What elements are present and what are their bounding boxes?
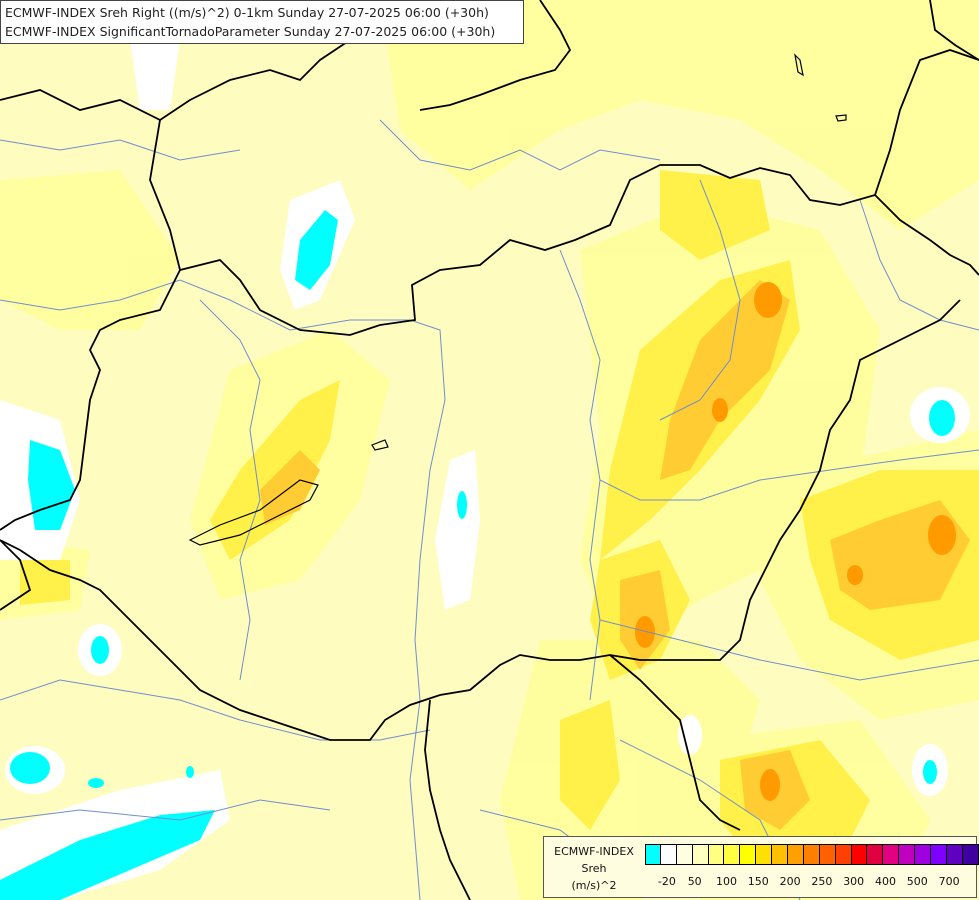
legend-swatch	[819, 844, 836, 865]
title-sreh: ECMWF-INDEX Sreh Right ((m/s)^2) 0-1km S…	[5, 5, 489, 20]
legend-tick-label: 500	[906, 875, 928, 888]
legend-swatch	[867, 844, 884, 865]
legend-tick-label: 700	[938, 875, 960, 888]
sreh-field-cyan	[0, 210, 955, 900]
legend-title-param: Sreh	[581, 862, 607, 875]
rivers	[0, 119, 979, 900]
legend-swatch	[740, 844, 757, 865]
legend-unit: (m/s)^2	[571, 879, 617, 892]
legend-tick-label: 300	[843, 875, 865, 888]
legend-swatch	[724, 844, 741, 865]
legend-swatch	[803, 844, 820, 865]
color-legend: ECMWF-INDEX Sreh (m/s)^2 -20 50 100 150 200 2…	[543, 836, 979, 898]
legend-swatch	[756, 844, 773, 865]
legend-swatch	[851, 844, 868, 865]
legend-swatch	[883, 844, 900, 865]
legend-swatch	[772, 844, 789, 865]
legend-swatch	[899, 844, 916, 865]
legend-tick-labels: -20 50 100 150 200 250 300 400 500 700	[645, 875, 975, 889]
legend-tick-label: 400	[875, 875, 896, 888]
legend-tick-label: 100	[716, 875, 737, 888]
legend-tick-label: 50	[687, 875, 702, 888]
legend-swatch	[931, 844, 947, 865]
legend-swatch	[660, 844, 677, 865]
legend-title-model: ECMWF-INDEX	[554, 845, 634, 858]
lakes	[188, 53, 847, 546]
legend-tick-label: -20	[657, 875, 676, 888]
legend-swatch	[676, 844, 693, 865]
legend-swatch	[692, 844, 709, 865]
legend-tick-label: 200	[779, 875, 801, 888]
legend-tick-label: 150	[747, 875, 769, 888]
legend-swatch	[946, 844, 963, 865]
legend-swatch	[645, 844, 661, 865]
legend-tick-label: 250	[811, 875, 833, 888]
sreh-field-orange	[635, 282, 956, 801]
legend-swatch	[788, 844, 804, 865]
legend-swatch	[915, 844, 932, 865]
legend-swatch	[962, 844, 979, 865]
legend-swatch	[708, 844, 725, 865]
map-title-box: ECMWF-INDEX Sreh Right ((m/s)^2) 0-1km S…	[0, 0, 524, 44]
title-stp: ECMWF-INDEX SignificantTornadoParameter …	[5, 24, 496, 39]
legend-swatches	[645, 844, 979, 865]
legend-swatch	[835, 844, 852, 865]
